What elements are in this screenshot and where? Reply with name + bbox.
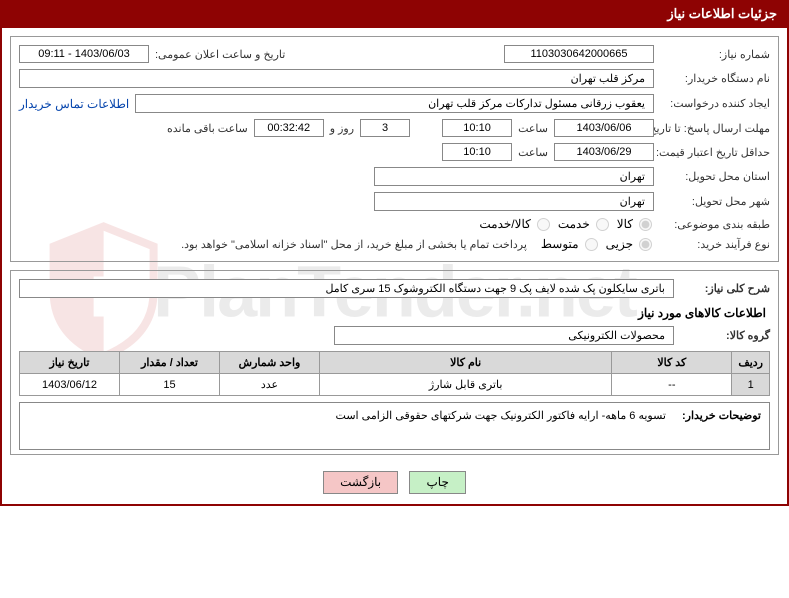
buyer-org-label: نام دستگاه خریدار: <box>660 72 770 85</box>
deadline-date: 1403/06/06 <box>554 119 654 137</box>
deadline-time: 10:10 <box>442 119 512 137</box>
items-title: اطلاعات کالاهای مورد نیاز <box>19 306 766 320</box>
city-label: شهر محل تحویل: <box>660 195 770 208</box>
cell-name: باتری قابل شارژ <box>320 374 612 396</box>
summary-value: باتری سایکلون پک شده لایف پک 9 جهت دستگا… <box>19 279 674 298</box>
province-value: تهران <box>374 167 654 186</box>
cell-unit: عدد <box>220 374 320 396</box>
page-title: جزئیات اطلاعات نیاز <box>667 6 777 21</box>
items-table: ردیف کد کالا نام کالا واحد شمارش تعداد /… <box>19 351 770 396</box>
back-button[interactable]: بازگشت <box>323 471 398 494</box>
radio-both[interactable]: کالا/خدمت <box>479 217 551 231</box>
days-word: روز و <box>330 122 354 135</box>
radio-service[interactable]: خدمت <box>558 217 611 231</box>
th-name: نام کالا <box>320 352 612 374</box>
buyer-org-value: مرکز قلب تهران <box>19 69 654 88</box>
page-header: جزئیات اطلاعات نیاز <box>0 0 789 28</box>
th-date: تاریخ نیاز <box>20 352 120 374</box>
province-label: استان محل تحویل: <box>660 170 770 183</box>
cell-qty: 15 <box>120 374 220 396</box>
radio-medium[interactable]: متوسط <box>541 237 600 251</box>
validity-label: حداقل تاریخ اعتبار قیمت: تا تاریخ: <box>660 146 770 159</box>
requester-label: ایجاد کننده درخواست: <box>660 97 770 110</box>
city-value: تهران <box>374 192 654 211</box>
main-frame: شماره نیاز: 1103030642000665 تاریخ و ساع… <box>0 28 789 506</box>
validity-date: 1403/06/29 <box>554 143 654 161</box>
requester-value: یعقوب زرقانی مسئول تدارکات مرکز قلب تهرا… <box>135 94 654 113</box>
desc-label: توضیحات خریدار: <box>674 403 769 449</box>
summary-items-box: شرح کلی نیاز: باتری سایکلون پک شده لایف … <box>10 270 779 455</box>
announce-label: تاریخ و ساعت اعلان عمومی: <box>155 48 285 61</box>
time-label-1: ساعت <box>518 122 548 135</box>
button-row: چاپ بازگشت <box>10 463 779 496</box>
print-button[interactable]: چاپ <box>409 471 465 494</box>
contact-link[interactable]: اطلاعات تماس خریدار <box>19 97 129 111</box>
category-label: طبقه بندی موضوعی: <box>660 218 770 231</box>
group-value: محصولات الکترونیکی <box>334 326 674 345</box>
th-row: ردیف <box>732 352 770 374</box>
details-box: شماره نیاز: 1103030642000665 تاریخ و ساع… <box>10 36 779 262</box>
cell-code: -- <box>612 374 732 396</box>
days-remaining: 3 <box>360 119 410 137</box>
need-no-label: شماره نیاز: <box>660 48 770 61</box>
validity-time: 10:10 <box>442 143 512 161</box>
cell-num: 1 <box>732 374 770 396</box>
remaining-word: ساعت باقی مانده <box>167 122 248 135</box>
process-label: نوع فرآیند خرید: <box>660 238 770 251</box>
th-code: کد کالا <box>612 352 732 374</box>
buyer-desc-block: توضیحات خریدار: تسویه 6 ماهه- ارایه فاکت… <box>19 402 770 450</box>
announce-value: 1403/06/03 - 09:11 <box>19 45 149 63</box>
cell-date: 1403/06/12 <box>20 374 120 396</box>
th-unit: واحد شمارش <box>220 352 320 374</box>
radio-partial[interactable]: جزیی <box>606 237 654 251</box>
table-row: 1 -- باتری قابل شارژ عدد 15 1403/06/12 <box>20 374 770 396</box>
radio-goods[interactable]: کالا <box>617 217 654 231</box>
time-remaining: 00:32:42 <box>254 119 324 137</box>
summary-label: شرح کلی نیاز: <box>680 282 770 295</box>
time-label-2: ساعت <box>518 146 548 159</box>
group-label: گروه کالا: <box>680 329 770 342</box>
deadline-label: مهلت ارسال پاسخ: تا تاریخ: <box>660 122 770 135</box>
payment-note: پرداخت تمام یا بخشی از مبلغ خرید، از محل… <box>181 238 527 251</box>
desc-text: تسویه 6 ماهه- ارایه فاکتور الکترونیک جهت… <box>20 403 674 449</box>
need-no-value: 1103030642000665 <box>504 45 654 63</box>
th-qty: تعداد / مقدار <box>120 352 220 374</box>
